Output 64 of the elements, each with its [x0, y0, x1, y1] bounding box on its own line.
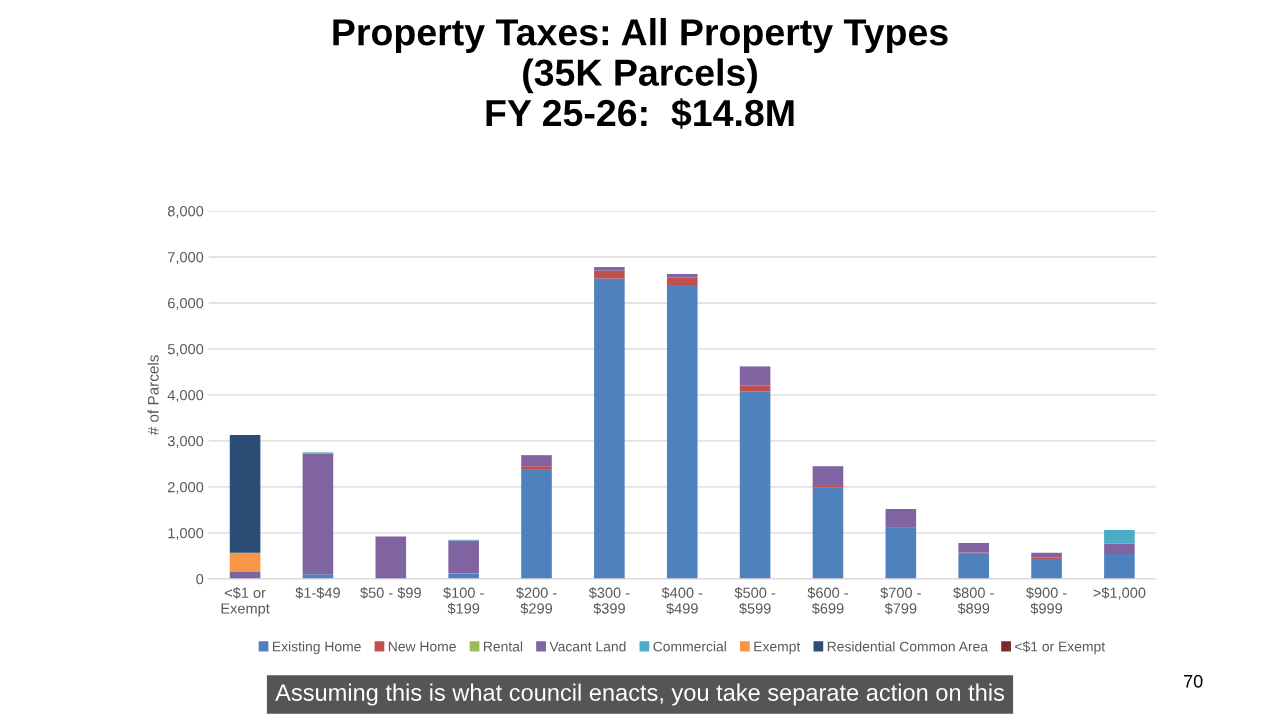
- x-tick-label: $50 - $99: [360, 586, 421, 599]
- bar: [739, 391, 771, 579]
- bar: [1104, 529, 1135, 544]
- bar: [448, 540, 479, 574]
- bar: [739, 385, 771, 392]
- bar: [229, 552, 261, 572]
- bar: [666, 273, 698, 278]
- bar: [885, 508, 917, 528]
- bar: [594, 270, 625, 279]
- x-tick-label: $900 - $999: [1026, 586, 1067, 615]
- y-tick-label: 5,000: [167, 344, 204, 357]
- chart-title: Property Taxes: All Property Types (35K Parcels) FY 25-26: $14.8M: [333, 18, 948, 129]
- bar: [594, 278, 625, 579]
- y-axis-title: # of Parcels: [147, 355, 159, 436]
- bar: [958, 543, 989, 553]
- bar: [1031, 559, 1062, 579]
- bar: [302, 453, 334, 575]
- x-tick-label: $400 - $499: [661, 586, 703, 615]
- x-tick-label: $1-$49: [295, 586, 340, 599]
- bar: [229, 434, 261, 553]
- y-tick-label: 6,000: [168, 298, 204, 311]
- legend-label: New Home: [388, 641, 456, 652]
- bar: [521, 455, 552, 467]
- legend-label: <$1 or Exempt: [1015, 641, 1106, 655]
- x-tick-label: $600 - $699: [807, 586, 848, 615]
- y-tick-label: 0: [196, 573, 204, 585]
- bar: [812, 466, 844, 486]
- bar: [1104, 543, 1135, 555]
- bar: [521, 469, 552, 579]
- bar: [812, 485, 844, 488]
- legend-label: Commercial: [653, 641, 726, 652]
- text: Assuming this is what council enacts, you take separate action on this: [275, 683, 1005, 706]
- bar: [375, 536, 407, 579]
- y-tick-label: 8,000: [167, 206, 204, 219]
- x-tick-label: $200 - $299: [516, 586, 557, 615]
- y-tick-label: 2,000: [168, 482, 204, 495]
- legend-label: Residential Common Area: [827, 641, 989, 652]
- x-tick-label: $700 - $799: [880, 586, 921, 615]
- bar: [521, 466, 552, 470]
- bar: [666, 277, 698, 286]
- y-tick-label: 3,000: [167, 436, 204, 449]
- x-tick-label: <$1 or Exempt: [221, 586, 270, 617]
- x-tick-label: $300 - $399: [588, 586, 630, 615]
- bar: [1104, 554, 1135, 579]
- legend-label: Rental: [484, 641, 523, 652]
- x-tick-label: >$1,000: [1093, 586, 1146, 600]
- y-tick-label: 1,000: [168, 527, 204, 541]
- x-tick-label: $500 - $599: [734, 586, 776, 615]
- bar: [812, 487, 844, 579]
- bar: [666, 285, 698, 579]
- bar: [739, 366, 771, 386]
- bar: [448, 573, 479, 579]
- text: 70: [1184, 674, 1203, 688]
- x-tick-label: $100 - $199: [443, 586, 484, 615]
- y-tick-label: 7,000: [168, 252, 204, 265]
- bar: [958, 553, 989, 579]
- legend-label: Exempt: [754, 641, 801, 655]
- bar: [1031, 552, 1062, 558]
- legend-label: Existing Home: [273, 641, 361, 655]
- bar: [885, 527, 917, 579]
- y-tick-label: 4,000: [167, 390, 204, 403]
- bar: [594, 267, 625, 271]
- x-tick-label: $800 - $899: [953, 586, 994, 615]
- legend-label: Vacant Land: [549, 641, 626, 652]
